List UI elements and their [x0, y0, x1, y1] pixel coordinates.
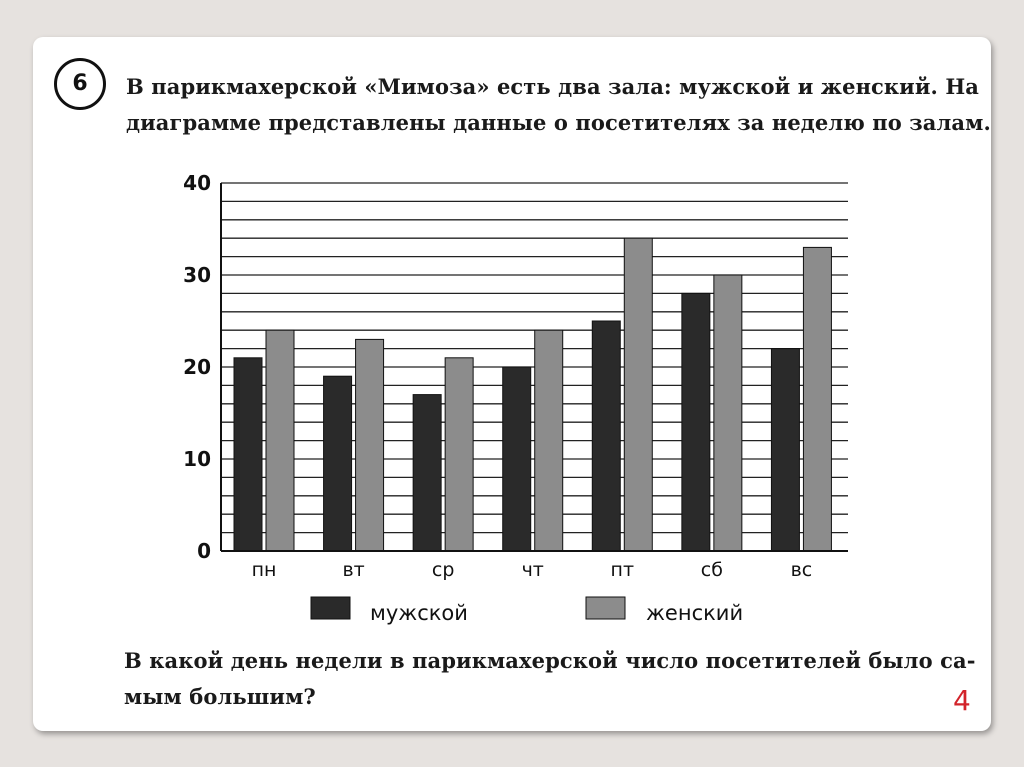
x-tick-label: пт: [611, 559, 635, 581]
bar-female-вт: [355, 338, 385, 552]
bar-male-пн: [233, 357, 263, 552]
slide-number: 4: [953, 684, 971, 717]
x-tick-label: сб: [701, 559, 723, 581]
bar-female-ср: [444, 357, 474, 552]
y-tick-label: 0: [197, 539, 211, 563]
legend-swatch-male: [310, 596, 351, 620]
bar-male-вт: [323, 375, 353, 552]
y-tick-label: 30: [183, 263, 211, 287]
bar-female-чт: [534, 329, 564, 552]
legend-label-female: женский: [646, 601, 743, 625]
x-tick-label: вт: [342, 559, 364, 581]
bar-male-ср: [412, 394, 442, 552]
x-tick-label: чт: [522, 559, 544, 581]
y-tick-label: 40: [183, 171, 211, 195]
legend-swatch-female: [585, 596, 626, 620]
bar-male-сб: [681, 292, 711, 552]
chart-bars: [233, 237, 832, 552]
chart-legend: мужской женский: [310, 596, 743, 625]
question-text-line-2: мым большим?: [124, 684, 316, 709]
legend-label-male: мужской: [370, 601, 468, 625]
question-text-line-1: В какой день недели в парикмахерской чис…: [124, 648, 976, 673]
x-tick-label: вс: [791, 559, 813, 581]
y-tick-label: 10: [183, 447, 211, 471]
chart-labels: пн вт ср чт пт сб вс 0 10 20 30 40: [183, 171, 812, 581]
y-tick-label: 20: [183, 355, 211, 379]
x-tick-label: ср: [432, 559, 455, 581]
x-tick-label: пн: [252, 559, 277, 581]
problem-text-line-2: диаграмме представлены данные о посетите…: [126, 110, 991, 135]
bar-male-чт: [502, 366, 532, 552]
problem-text-line-1: В парикмахерской «Мимоза» есть два зала:…: [126, 74, 980, 99]
bar-female-вс: [802, 246, 832, 552]
bar-male-пт: [591, 320, 621, 552]
task-number-badge: 6: [54, 58, 106, 110]
bar-female-пт: [623, 237, 653, 552]
bar-chart: пн вт ср чт пт сб вс 0 10 20 30 40 мужской женский: [183, 171, 848, 625]
bar-male-вс: [770, 348, 800, 552]
bar-female-сб: [713, 274, 743, 552]
chart-axes: [220, 183, 848, 552]
bar-female-пн: [265, 329, 295, 552]
